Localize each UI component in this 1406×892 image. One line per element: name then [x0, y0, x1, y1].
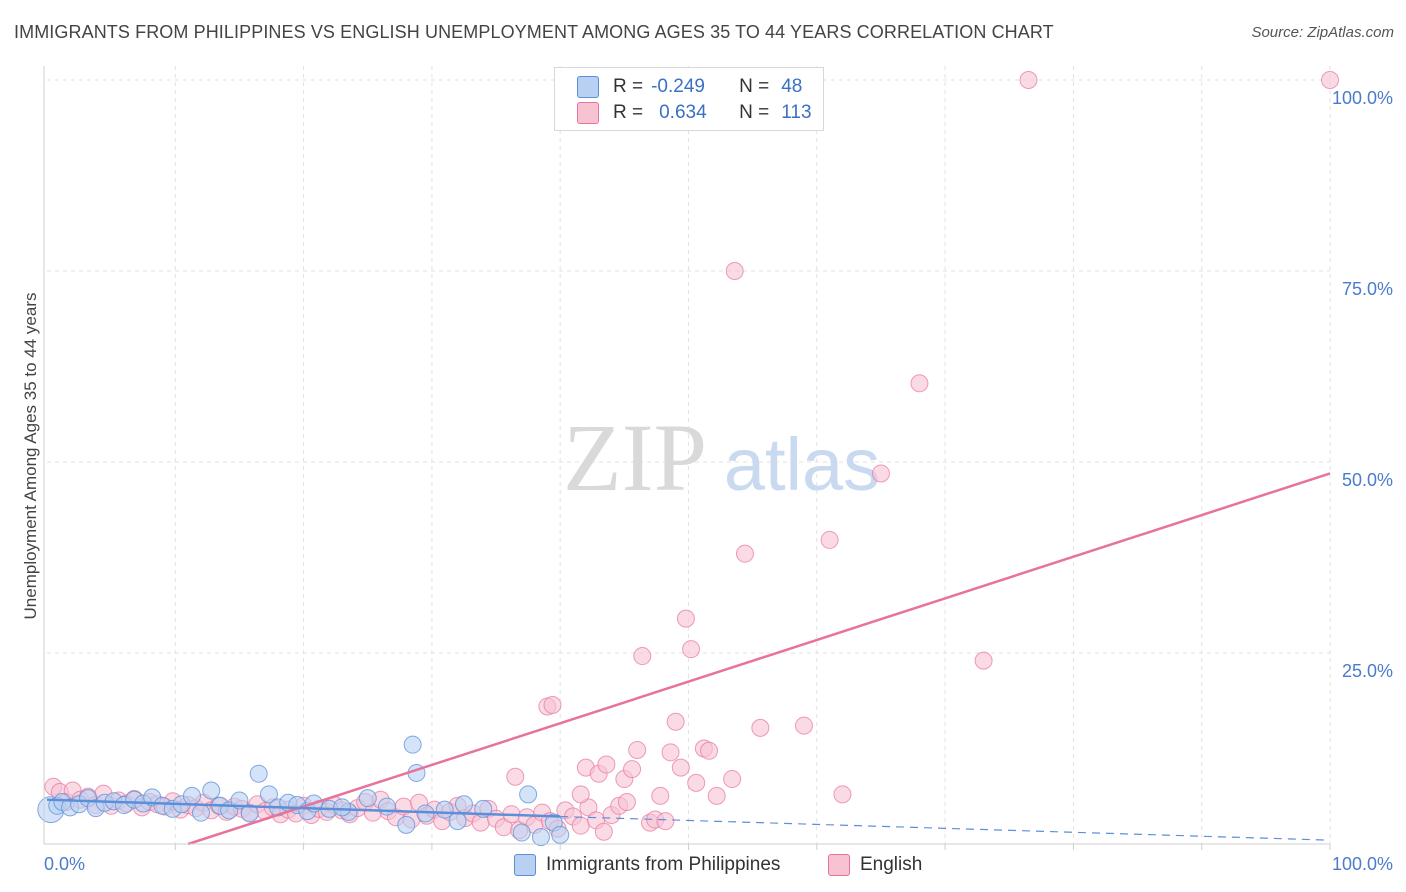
english-point	[571, 785, 590, 804]
philippines-point	[249, 764, 268, 783]
english-point	[1019, 71, 1038, 89]
y-tick-label: 50.0%	[1342, 470, 1393, 490]
x-tick-label-min: 0.0%	[44, 854, 85, 874]
trend-lines	[46, 472, 1331, 846]
english-point	[707, 786, 726, 805]
philippines-trend-line	[46, 798, 561, 818]
english-point	[820, 530, 839, 549]
english-point	[656, 812, 675, 831]
y-axis-label: Unemployment Among Ages 35 to 44 years	[21, 293, 40, 620]
philippines-point	[403, 735, 422, 754]
legend-r-label: R =	[613, 76, 644, 97]
philippines-trend-extension	[560, 815, 1331, 841]
philippines-point	[333, 798, 352, 817]
bottom-legend-label-english: English	[860, 854, 923, 875]
english-point	[735, 544, 754, 563]
english-point	[628, 741, 647, 760]
correlation-legend: R = -0.249 N = 48 R = 0.634 N = 113	[554, 67, 824, 131]
legend-swatch-english	[577, 102, 599, 124]
philippines-point	[448, 812, 467, 831]
philippines-point	[240, 804, 259, 823]
legend-r-value: 0.634	[659, 102, 707, 123]
y-tick-label: 100.0%	[1332, 88, 1393, 108]
legend-r-value: -0.249	[651, 76, 705, 97]
english-trend-line	[187, 472, 1331, 846]
chart-title: IMMIGRANTS FROM PHILIPPINES VS ENGLISH U…	[14, 22, 1054, 42]
english-point	[571, 816, 590, 835]
philippines-point	[377, 797, 396, 816]
english-point	[700, 741, 719, 760]
legend-swatch-philippines	[577, 76, 599, 98]
philippines-point	[454, 795, 473, 814]
philippines-point	[397, 815, 416, 834]
english-point	[506, 767, 525, 786]
philippines-point	[182, 786, 201, 805]
philippines-point	[551, 825, 570, 844]
philippines-point	[358, 789, 377, 808]
philippines-point	[191, 803, 210, 822]
english-point	[623, 760, 642, 779]
bottom-legend-label-philippines: Immigrants from Philippines	[546, 854, 781, 875]
x-tick-label-max: 100.0%	[1332, 854, 1393, 874]
english-point	[594, 822, 613, 841]
bottom-legend-swatch-english	[828, 854, 850, 876]
english-point	[751, 718, 770, 737]
english-point	[666, 712, 685, 731]
philippines-point	[259, 785, 278, 804]
english-point	[910, 374, 929, 393]
english-point	[833, 785, 852, 804]
english-point	[794, 716, 813, 735]
english-point	[597, 755, 616, 774]
english-point	[1321, 71, 1339, 89]
philippines-point	[512, 823, 531, 842]
legend-n-value: 48	[781, 76, 803, 97]
legend-n-value: 113	[781, 102, 812, 123]
watermark-atlas: atlas	[724, 423, 880, 506]
english-point	[671, 758, 690, 777]
legend-n-label: N =	[739, 102, 770, 123]
legend-n-label: N =	[739, 76, 770, 97]
axes: 25.0% 50.0% 75.0% 100.0% 0.0% 100.0%	[43, 66, 1393, 874]
philippines-point	[519, 785, 538, 804]
english-point	[725, 262, 744, 280]
legend-row-english: R = 0.634 N = 113	[577, 100, 812, 126]
y-tick-label: 25.0%	[1342, 661, 1393, 681]
english-point	[871, 464, 890, 483]
watermark-zip: ZIP	[563, 404, 707, 511]
english-point	[651, 786, 670, 805]
english-point	[723, 770, 742, 789]
philippines-point	[531, 828, 550, 847]
y-tick-label: 75.0%	[1342, 279, 1393, 299]
english-point	[974, 651, 993, 670]
source-label: Source: ZipAtlas.com	[1251, 24, 1394, 41]
legend-r-label: R =	[613, 102, 644, 123]
english-point	[687, 773, 706, 792]
english-point	[543, 695, 562, 714]
legend-row-philippines: R = -0.249 N = 48	[577, 74, 802, 100]
english-point	[682, 640, 701, 659]
english-point	[633, 647, 652, 666]
english-point	[676, 609, 695, 628]
english-point	[617, 792, 636, 811]
bottom-legend-english: English	[828, 852, 922, 878]
bottom-legend-swatch-philippines	[514, 854, 536, 876]
english-point	[661, 743, 680, 762]
philippines-point	[202, 781, 221, 800]
bottom-legend-philippines: Immigrants from Philippines	[514, 852, 780, 878]
